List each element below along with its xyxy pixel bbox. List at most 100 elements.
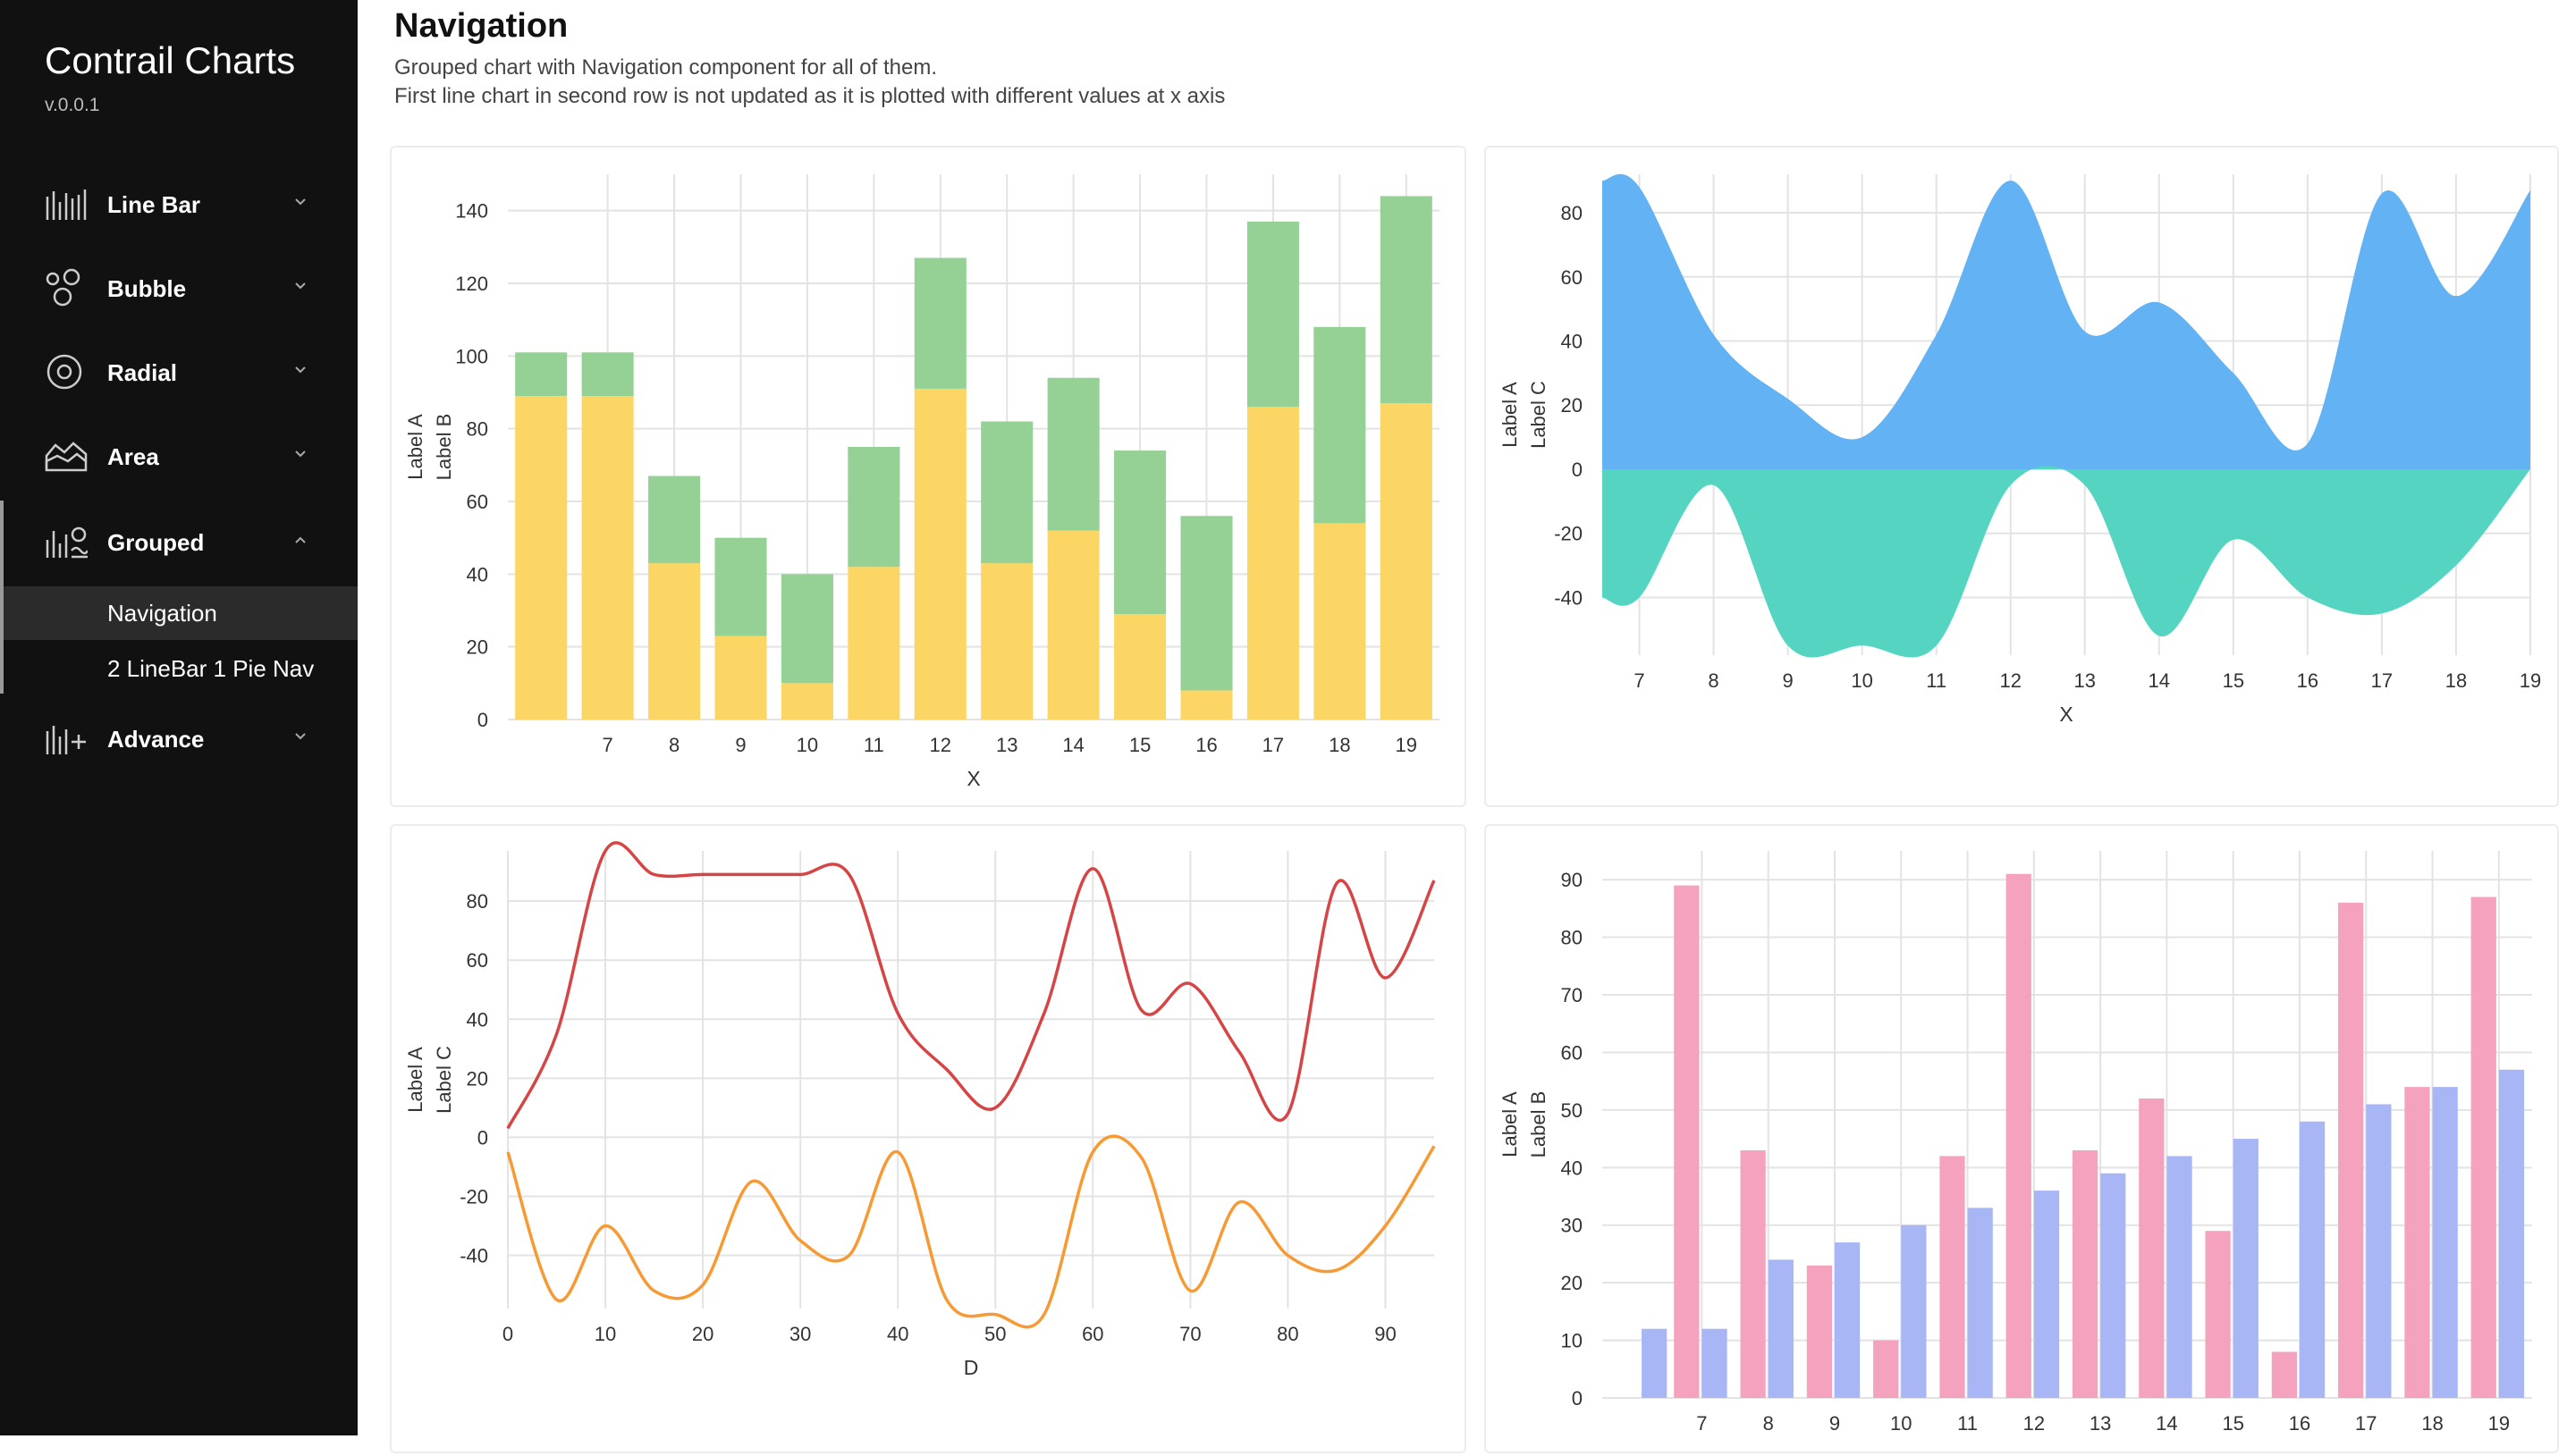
x-axis-label: X <box>2059 703 2073 726</box>
x-tick-label: 9 <box>1829 1412 1840 1435</box>
bar-label-a <box>648 563 701 720</box>
chevron-down-icon <box>295 450 306 458</box>
x-tick-label: 9 <box>735 734 746 756</box>
x-tick-label: 11 <box>864 734 884 756</box>
y-tick-label: 60 <box>1561 266 1583 289</box>
line-chart: -40 -20 0 20 40 60 80 0 10 20 30 40 50 60 70 80 90 D Label… <box>404 841 1436 1379</box>
y-tick-label: 60 <box>467 949 488 972</box>
bar-label-b <box>515 352 568 397</box>
y-tick-label: 0 <box>1572 459 1583 481</box>
x-tick-label: 70 <box>1179 1323 1201 1345</box>
page-description-line-1: Grouped chart with Navigation component … <box>394 55 937 80</box>
sidebar-subitem-label: 2 LineBar 1 Pie Nav <box>107 655 315 682</box>
sidebar-subitem-2-linebar-1-pie-nav[interactable]: 2 LineBar 1 Pie Nav <box>4 642 358 695</box>
sidebar-item-line-bar[interactable]: Line Bar <box>0 177 358 231</box>
y-tick-label: 80 <box>467 890 488 913</box>
bar-label-b <box>1180 516 1233 691</box>
bar-label-b <box>1642 1328 1667 1398</box>
sidebar-item-label: Bubble <box>107 275 187 302</box>
x-axis-label: D <box>964 1356 979 1379</box>
bar-label-a <box>2404 1087 2430 1398</box>
x-tick-label: 7 <box>1696 1412 1707 1435</box>
bar-label-a <box>2139 1098 2165 1398</box>
bar-label-b <box>581 352 634 397</box>
bar-label-a <box>1740 1149 1766 1398</box>
bar-label-a <box>2205 1231 2231 1398</box>
y-axis-label: Label A <box>1499 382 1521 448</box>
x-tick-label: 30 <box>789 1323 811 1345</box>
chevron-down-icon <box>295 366 306 374</box>
bar-label-b <box>781 574 833 684</box>
y-tick-label: 20 <box>1561 394 1583 417</box>
bar-label-a <box>1047 530 1100 720</box>
x-tick-label: 13 <box>2090 1412 2111 1435</box>
bar-label-b <box>1835 1242 1861 1398</box>
sidebar-subitem-navigation[interactable]: Navigation <box>4 586 358 640</box>
bar-label-b <box>1901 1225 1927 1398</box>
sidebar-item-radial[interactable]: Radial <box>0 345 358 399</box>
x-tick-label: 17 <box>2371 669 2393 692</box>
bar-label-a <box>2338 902 2364 1398</box>
bar-label-a <box>848 567 900 720</box>
x-tick-label: 12 <box>930 734 951 756</box>
y-axis-label: Label C <box>433 1046 455 1114</box>
area-series <box>1602 173 2530 469</box>
page-description-line-2: First line chart in second row is not up… <box>394 84 1226 108</box>
x-tick-label: 19 <box>1396 734 1417 756</box>
y-tick-label: 0 <box>1572 1387 1583 1410</box>
bar-label-b <box>848 447 900 568</box>
y-axis-label: Label B <box>433 414 455 481</box>
chevron-down-icon <box>295 733 306 740</box>
sidebar-item-bubble[interactable]: Bubble <box>0 261 358 315</box>
x-tick-label: 18 <box>2445 669 2467 692</box>
x-tick-label: 10 <box>1851 669 1872 692</box>
bar-label-a <box>1246 407 1299 720</box>
bar-label-a <box>2271 1351 2298 1398</box>
x-tick-label: 9 <box>1782 669 1793 692</box>
y-tick-label: 80 <box>1561 927 1583 949</box>
x-tick-label: 13 <box>2074 669 2096 692</box>
app-title[interactable]: Contrail Charts <box>45 39 296 81</box>
page-title: Navigation <box>394 7 569 45</box>
bar-label-b <box>1967 1208 1993 1398</box>
bar-label-b <box>2300 1121 2326 1398</box>
sidebar-item-label: Grouped <box>107 529 205 556</box>
chart-panel-stacked-bar: 0 20 40 60 80 100 120 140 7 8 9 10 11 12 13 14 15 16 17 18 1… <box>390 146 1466 807</box>
radial-icon <box>46 354 82 390</box>
x-tick-label: 15 <box>1129 734 1151 756</box>
y-tick-label: 140 <box>455 200 488 223</box>
y-tick-label: 100 <box>455 345 488 367</box>
sidebar-subitem-label: Navigation <box>107 600 217 627</box>
x-tick-label: 10 <box>595 1323 616 1345</box>
bar-label-a <box>515 396 568 720</box>
x-tick-label: 12 <box>2023 1412 2045 1435</box>
sidebar: Contrail Charts v.0.0.1 Line Bar Bubble … <box>0 0 358 1435</box>
bar-label-a <box>1114 614 1167 720</box>
bar-label-b <box>2498 1069 2525 1398</box>
y-axis-label: Label B <box>1527 1091 1549 1158</box>
x-tick-label: 16 <box>2289 1412 2310 1435</box>
chart-panel-area: -40 -20 0 20 40 60 80 7 8 9 10 11 12 13 14 15 16 17 18 19 X L… <box>1484 146 2559 807</box>
sidebar-item-grouped[interactable]: Grouped <box>0 515 358 568</box>
x-tick-label: 8 <box>669 734 680 756</box>
bar-label-a <box>1806 1265 1833 1398</box>
x-tick-label: 8 <box>1763 1412 1774 1435</box>
sidebar-item-area[interactable]: Area <box>0 429 358 483</box>
y-axis-label: Label C <box>1527 381 1549 449</box>
bubble-icon <box>46 268 80 307</box>
sidebar-item-label: Line Bar <box>107 191 201 218</box>
y-tick-label: 0 <box>477 1126 488 1149</box>
bar-label-b <box>914 257 967 389</box>
bar-label-b <box>1701 1328 1727 1398</box>
bar-label-b <box>648 476 701 564</box>
y-tick-label: 0 <box>477 709 488 731</box>
sidebar-item-advance[interactable]: Advance <box>0 711 358 765</box>
x-tick-label: 14 <box>2149 669 2170 692</box>
x-axis-label: X <box>967 767 980 790</box>
stacked-bar-chart: 0 20 40 60 80 100 120 140 7 8 9 10 11 12 13 14 15 16 17 18 1… <box>404 174 1439 790</box>
x-tick-label: 0 <box>502 1323 513 1345</box>
line-series <box>506 841 1436 1130</box>
x-tick-label: 17 <box>1262 734 1284 756</box>
x-tick-label: 13 <box>996 734 1017 756</box>
y-axis-label: Label A <box>404 1047 426 1113</box>
